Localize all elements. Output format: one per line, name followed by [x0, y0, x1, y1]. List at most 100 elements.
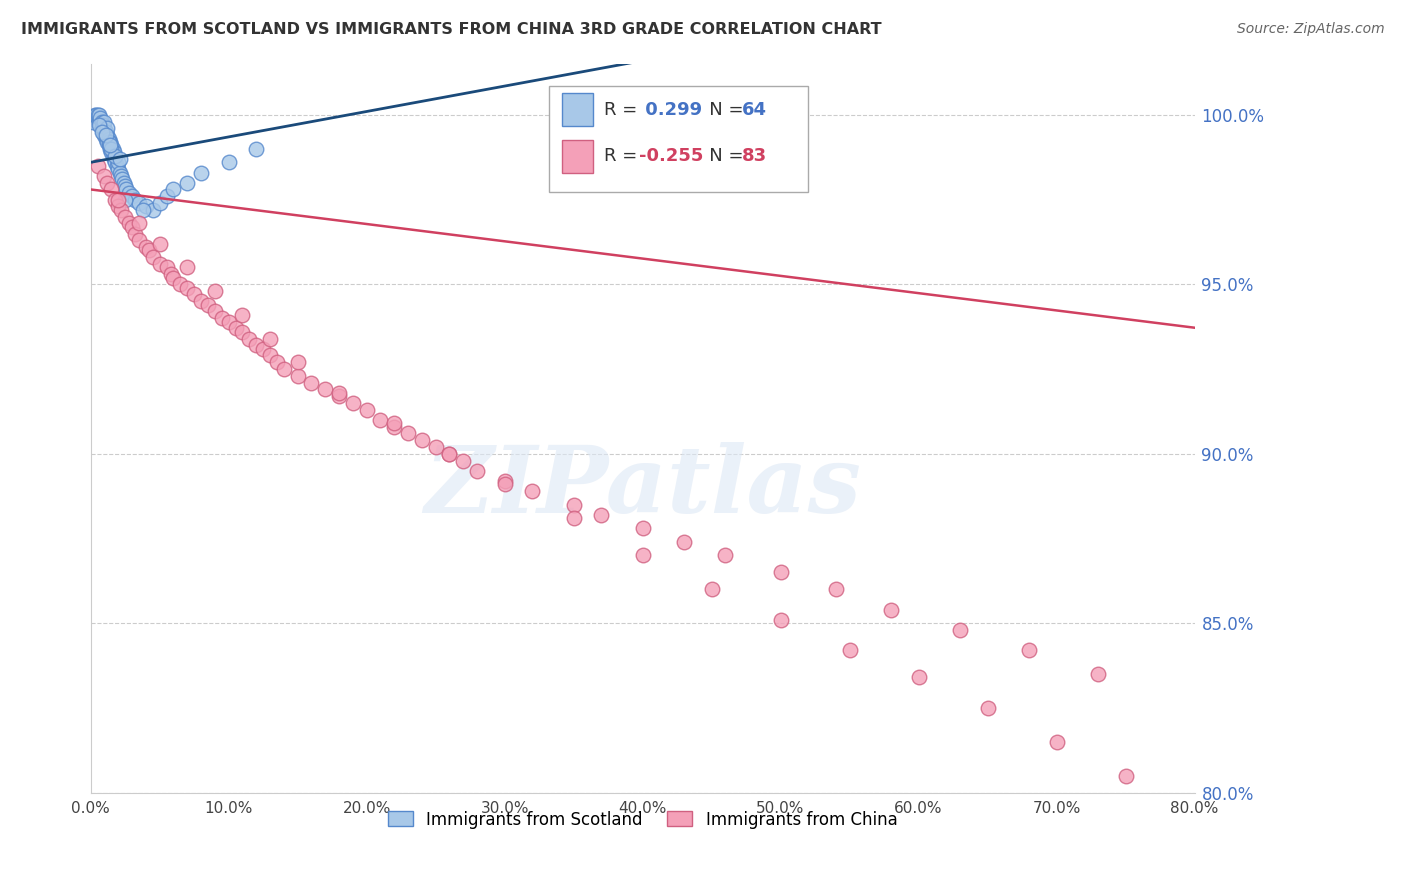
Point [1018, 643, 1040, 657]
Point [176, 281, 198, 295]
Point [204, 284, 226, 298]
Point [190, 165, 212, 179]
Point [245, 142, 267, 156]
Point [396, 426, 419, 441]
Point [149, 257, 172, 271]
Point [110, 169, 132, 183]
Point [118, 216, 141, 230]
Point [162, 182, 184, 196]
Point [714, 549, 737, 563]
FancyBboxPatch shape [562, 94, 593, 126]
Point [90, 125, 112, 139]
Point [328, 385, 350, 400]
Point [91, 118, 114, 132]
Point [103, 145, 125, 160]
Point [287, 368, 309, 383]
Point [494, 477, 516, 491]
Point [114, 193, 136, 207]
Point [562, 498, 585, 512]
Point [142, 250, 165, 264]
Point [98, 142, 121, 156]
Point [87, 114, 110, 128]
Point [149, 236, 172, 251]
Point [245, 338, 267, 352]
Point [176, 176, 198, 190]
Point [108, 165, 131, 179]
Point [299, 376, 322, 390]
Point [96, 128, 118, 143]
Point [107, 155, 129, 169]
Point [218, 155, 240, 169]
Text: R =: R = [605, 147, 643, 165]
Point [370, 413, 392, 427]
Point [107, 193, 129, 207]
Point [124, 193, 146, 207]
Point [100, 182, 122, 196]
Point [115, 182, 138, 196]
Point [118, 186, 141, 200]
Point [135, 199, 157, 213]
Point [98, 135, 121, 149]
Point [562, 511, 585, 525]
Point [155, 260, 177, 275]
Point [100, 138, 122, 153]
Point [87, 118, 110, 132]
Point [97, 138, 120, 153]
Text: 64: 64 [742, 101, 766, 119]
Text: -0.255: -0.255 [640, 147, 703, 165]
Point [83, 108, 105, 122]
Point [1115, 769, 1137, 783]
Text: ZIPatlas: ZIPatlas [425, 442, 860, 532]
Point [132, 202, 155, 217]
Point [382, 419, 405, 434]
Point [314, 383, 336, 397]
Point [769, 613, 792, 627]
Point [197, 298, 219, 312]
Text: 0.299: 0.299 [640, 101, 703, 119]
Point [672, 534, 695, 549]
Point [94, 125, 117, 139]
Point [162, 270, 184, 285]
Point [631, 521, 654, 535]
Point [259, 332, 281, 346]
Point [700, 582, 723, 597]
Point [591, 508, 613, 522]
Point [328, 389, 350, 403]
Point [439, 447, 461, 461]
Point [101, 142, 124, 156]
Point [124, 227, 146, 241]
Point [97, 131, 120, 145]
FancyBboxPatch shape [548, 86, 808, 192]
Point [94, 128, 117, 143]
Point [224, 321, 246, 335]
Point [112, 176, 135, 190]
Point [231, 325, 253, 339]
Point [104, 155, 127, 169]
Point [142, 202, 165, 217]
Point [100, 142, 122, 156]
Text: N =: N = [692, 101, 749, 119]
Point [91, 125, 114, 139]
Point [107, 199, 129, 213]
Point [128, 216, 150, 230]
Point [522, 484, 544, 499]
Text: 83: 83 [742, 147, 768, 165]
Point [104, 193, 127, 207]
Point [769, 566, 792, 580]
Point [155, 189, 177, 203]
Point [87, 108, 110, 122]
Text: IMMIGRANTS FROM SCOTLAND VS IMMIGRANTS FROM CHINA 3RD GRADE CORRELATION CHART: IMMIGRANTS FROM SCOTLAND VS IMMIGRANTS F… [21, 22, 882, 37]
Point [90, 114, 112, 128]
Point [93, 114, 115, 128]
Point [159, 267, 181, 281]
Point [114, 210, 136, 224]
Point [183, 287, 205, 301]
Point [96, 121, 118, 136]
Point [105, 159, 128, 173]
Point [824, 582, 846, 597]
Point [135, 240, 157, 254]
Point [149, 196, 172, 211]
Point [110, 202, 132, 217]
Text: R =: R = [605, 101, 643, 119]
Point [880, 602, 903, 616]
